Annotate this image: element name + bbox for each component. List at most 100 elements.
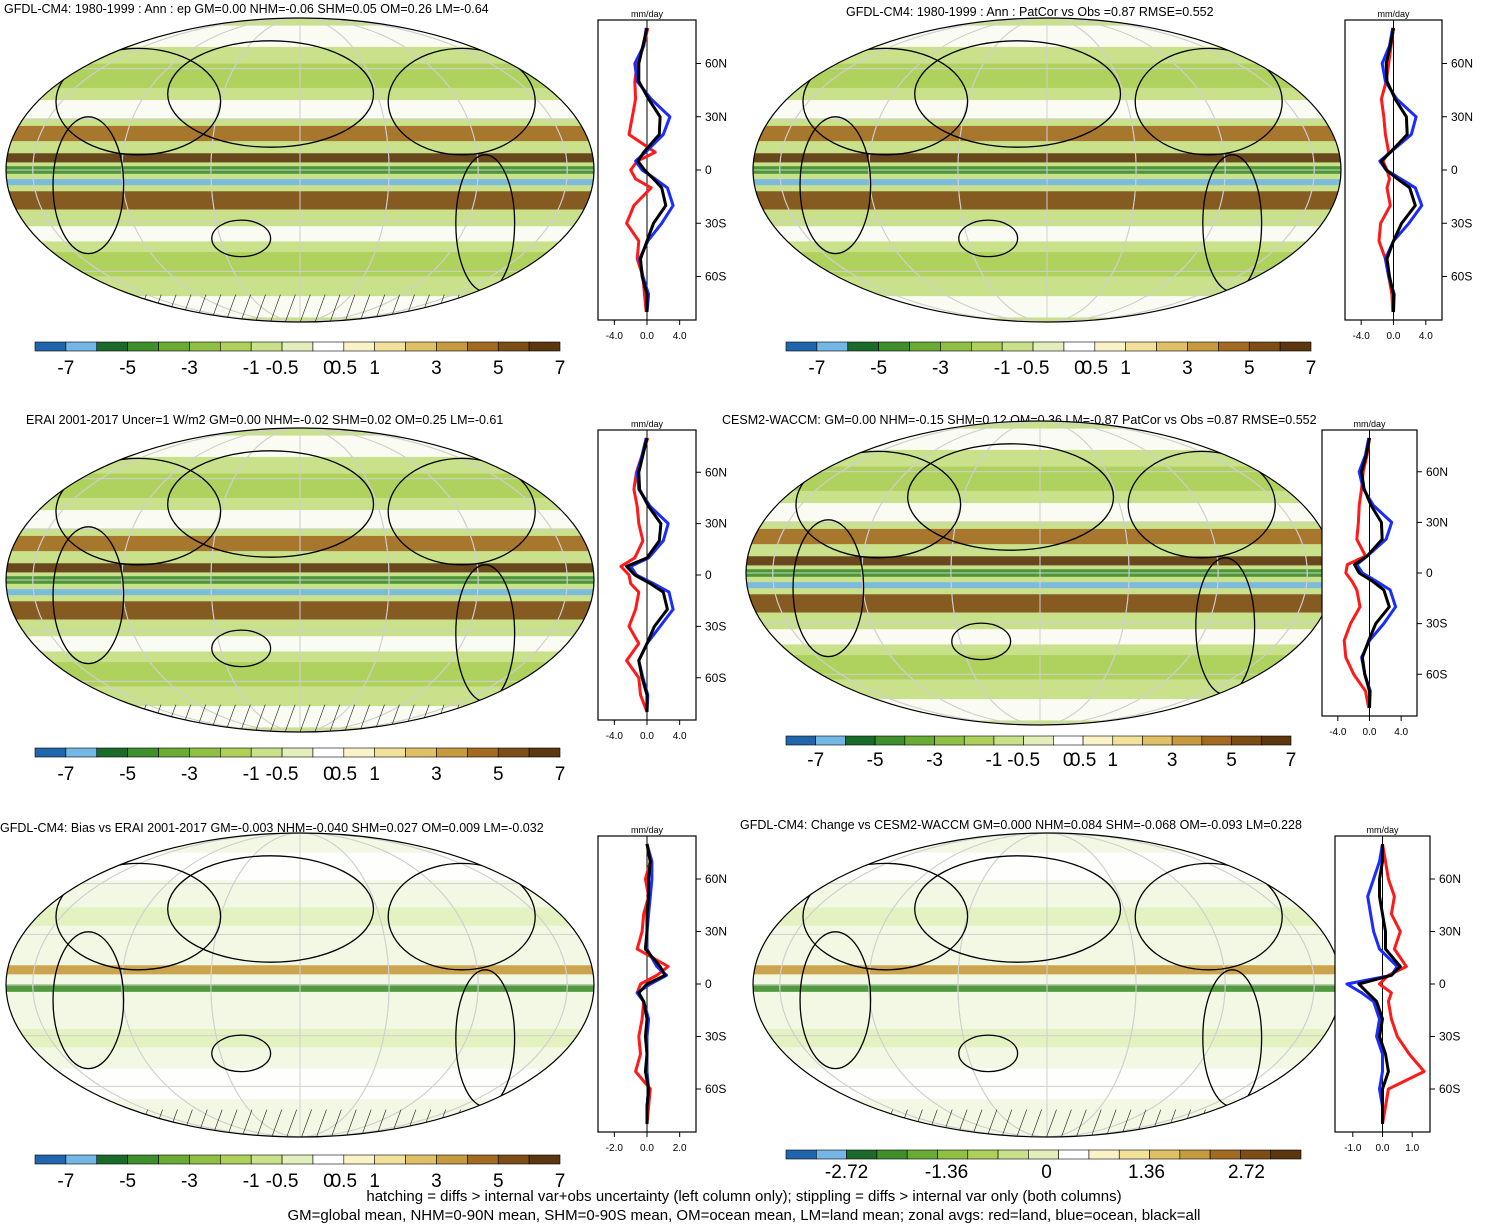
colorbar-label: -0.5 [1007,750,1040,771]
colorbar-swatch [467,748,498,757]
lat-tick-label: 60S [705,1082,726,1096]
colorbar-swatch [817,342,848,351]
colorbar-swatch [1180,1150,1210,1159]
colorbar-label: -7 [807,750,824,771]
colorbar-swatch [1218,342,1249,351]
colorbar-swatch [1240,1150,1270,1159]
colorbar-swatch [97,748,128,757]
panel-title: GFDL-CM4: 1980-1999 : Ann : ep GM=0.00 N… [4,2,489,16]
colorbar-label: -1 [985,750,1002,771]
colorbar-swatch [786,1150,816,1159]
lat-tick-label: 60S [705,671,726,685]
x-tick-label: -4.0 [606,731,624,742]
colorbar-swatch [1024,736,1054,745]
colorbar-label: 0 [1041,1162,1052,1183]
colorbar-label: 7 [1306,358,1317,379]
footer-line-1: hatching = diffs > internal var+obs unce… [0,1188,1488,1205]
map-area [753,18,1341,322]
colorbar-swatch [1028,1150,1058,1159]
lat-tick-label: 60N [705,465,727,479]
hatching-antarctica [124,295,477,325]
x-tick-label: -4.0 [1329,727,1347,738]
colorbar-swatch [344,342,375,351]
colorbar-label: 3 [1167,750,1178,771]
colorbar-label: -0.5 [266,764,299,785]
colorbar-swatch [910,342,941,351]
colorbar-swatch [1126,342,1157,351]
zonal-units-label: mm/day [1366,825,1399,835]
colorbar-label: -7 [57,764,74,785]
colorbar-swatch [220,1155,251,1164]
panel-title: ERAI 2001-2017 Uncer=1 W/m2 GM=0.00 NHM=… [26,413,503,427]
colorbar-swatch [220,748,251,757]
colorbar-swatch [128,1155,159,1164]
colorbar-swatch [66,1155,97,1164]
colorbar-swatch [877,1150,907,1159]
colorbar-swatch [1210,1150,1240,1159]
colorbar-swatch [498,748,529,757]
colorbar-swatch [1089,1150,1119,1159]
colorbar-label: -5 [867,750,884,771]
zonal-units-label: mm/day [631,419,664,429]
lat-tick-label: 30S [1439,1030,1460,1044]
x-tick-label: -4.0 [1353,331,1371,342]
colorbar-label: 0.5 [331,764,357,785]
zonal-units-label: mm/day [631,825,664,835]
colorbar-swatch [816,736,846,745]
colorbar-label: -5 [119,764,136,785]
colorbar-swatch [879,342,910,351]
colorbar-swatch [35,748,66,757]
footer-line-2: GM=global mean, NHM=0-90N mean, SHM=0-90… [0,1207,1488,1224]
lat-tick-label: 0 [1451,163,1458,177]
zonal-units-label: mm/day [631,9,664,19]
colorbar-swatch [189,748,220,757]
colorbar-swatch [786,736,816,745]
colorbar-swatch [406,748,437,757]
colorbar-swatch [1059,1150,1089,1159]
colorbar-swatch [498,1155,529,1164]
colorbar-label: 1 [1120,358,1131,379]
x-tick-label: 4.0 [673,331,687,342]
hatching-antarctica [124,1110,477,1140]
lat-tick-label: 30N [1451,110,1473,124]
colorbar-swatch [940,342,971,351]
hatching-antarctica [124,705,477,735]
colorbar-label: -3 [181,358,198,379]
colorbar-label: -1 [243,358,260,379]
colorbar-swatch [1083,736,1113,745]
colorbar-swatch [313,342,344,351]
x-tick-label: 0.0 [640,331,654,342]
x-tick-label: 0.0 [1387,331,1401,342]
colorbar-swatch [1113,736,1143,745]
colorbar-label: -7 [57,358,74,379]
map-area [746,421,1334,725]
colorbar-label: 1.36 [1128,1162,1165,1183]
colorbar-swatch [529,342,560,351]
colorbar-swatch [1095,342,1126,351]
colorbar-label: -2.72 [825,1162,868,1183]
lat-tick-label: 30S [705,619,726,633]
colorbar-swatch [97,1155,128,1164]
colorbar-label: 1 [369,764,380,785]
colorbar-swatch [845,736,875,745]
colorbar-swatch [971,342,1002,351]
x-tick-label: 0.0 [1363,727,1377,738]
colorbar-swatch [251,1155,282,1164]
colorbar-swatch [1187,342,1218,351]
colorbar-swatch [529,748,560,757]
colorbar-swatch [964,736,994,745]
colorbar-label: 0.5 [1070,750,1096,771]
colorbar-swatch [313,1155,344,1164]
colorbar-swatch [467,1155,498,1164]
colorbar-swatch [282,342,313,351]
colorbar-label: 2.72 [1228,1162,1265,1183]
colorbar-label: -5 [119,358,136,379]
colorbar-label: 1 [1107,750,1118,771]
